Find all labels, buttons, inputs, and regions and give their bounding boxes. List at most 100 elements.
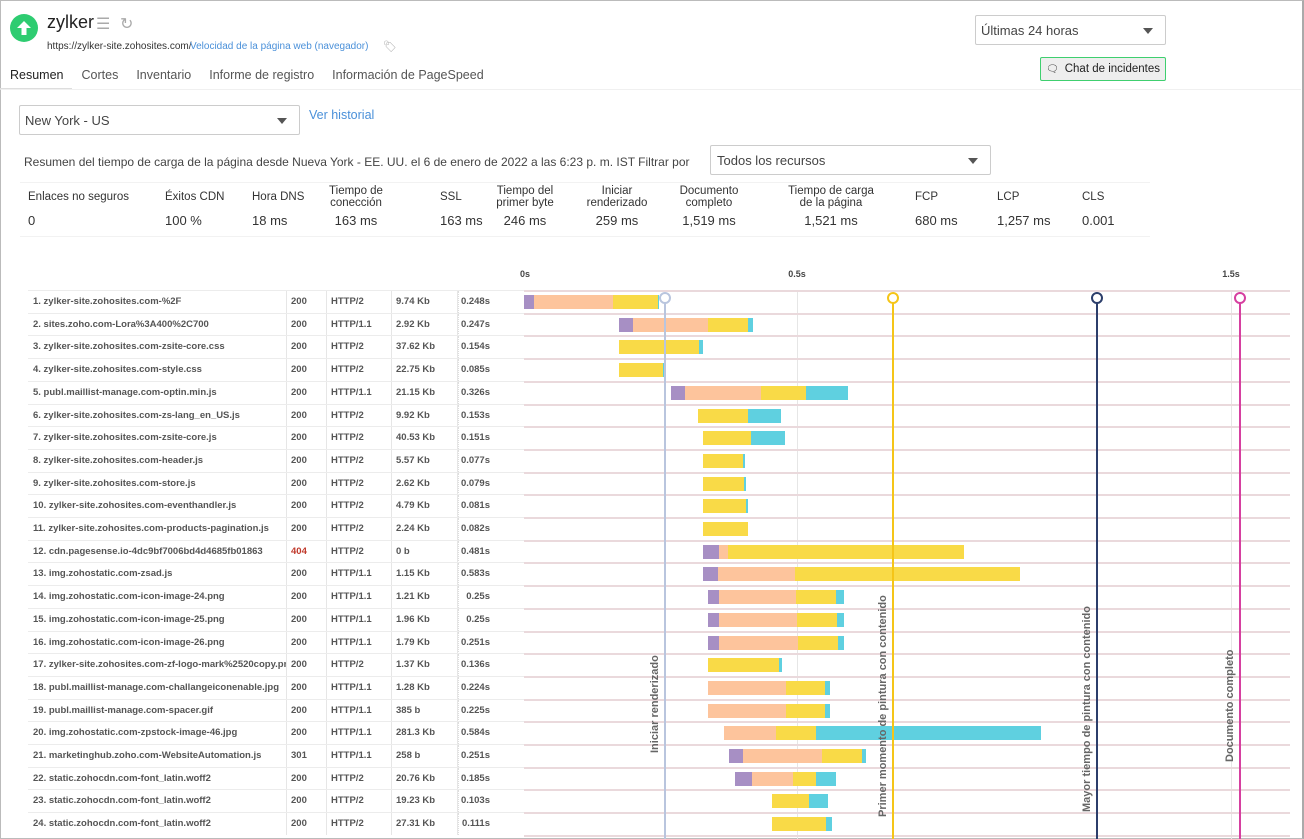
resource-protocol: HTTP/2 xyxy=(327,518,392,540)
resource-status: 200 xyxy=(287,518,327,540)
resource-status: 200 xyxy=(287,586,327,609)
row-separator xyxy=(28,630,524,632)
resource-row[interactable]: 13. img.zohostatic.com-zsad.js 200 HTTP/1.… xyxy=(28,563,1290,586)
row-separator xyxy=(524,834,1290,837)
row-separator xyxy=(524,403,1290,406)
bar-segment-wait xyxy=(821,749,862,763)
location-select[interactable]: New York - US xyxy=(19,105,300,135)
resource-size: 1.37 Kb xyxy=(392,654,458,677)
resource-row[interactable]: 2. sites.zoho.com-Lora%3A400%2C700 200 HTT… xyxy=(28,313,1290,337)
marker-line xyxy=(892,298,894,839)
resource-row[interactable]: 3. zylker-site.zohosites.com-zsite-core.… xyxy=(28,336,1290,359)
resource-size: 1.96 Kb xyxy=(392,608,458,631)
resource-name: 20. img.zohostatic.com-zpstock-image-46.… xyxy=(33,722,287,745)
bar-segment-wait xyxy=(772,794,810,809)
resource-protocol: HTTP/1.1 xyxy=(327,722,392,745)
resource-row[interactable]: 24. static.zohocdn.com-font_latin.woff2 2… xyxy=(28,813,1290,836)
resource-row[interactable]: 5. publ.maillist-manage.com-optin.min.js… xyxy=(28,381,1290,405)
resource-name: 14. img.zohostatic.com-icon-image-24.png xyxy=(33,586,287,609)
monitor-type-link[interactable]: Velocidad de la página web (navegador) xyxy=(190,41,369,52)
marker-label: Mayor tiempo de pintura con contenido xyxy=(1081,606,1093,812)
resource-row[interactable]: 6. zylker-site.zohosites.com-zs-lang_en_… xyxy=(28,404,1290,428)
resource-time: 0.224s xyxy=(458,676,520,699)
resource-row[interactable]: 14. img.zohostatic.com-icon-image-24.png… xyxy=(28,586,1290,609)
resource-filter-select[interactable]: Todos los recursos xyxy=(710,145,991,175)
resource-protocol: HTTP/1.1 xyxy=(327,631,392,654)
resource-row[interactable]: 7. zylker-site.zohosites.com-zsite-core.… xyxy=(28,427,1290,450)
resource-time: 0.251s xyxy=(458,631,520,654)
resource-row[interactable]: 15. img.zohostatic.com-icon-image-25.png… xyxy=(28,608,1290,632)
resource-row[interactable]: 18. publ.maillist-manage.com-challangeic… xyxy=(28,676,1290,700)
resource-name: 9. zylker-site.zohosites.com-store.js xyxy=(33,472,287,495)
bar-segment-receive xyxy=(861,749,866,763)
row-separator xyxy=(524,721,1290,724)
bar-segment-wait xyxy=(797,612,838,627)
resource-size: 22.75 Kb xyxy=(392,359,458,382)
bar-segment-receive xyxy=(815,726,1041,741)
bar-segment-receive xyxy=(746,499,748,514)
resource-row[interactable]: 19. publ.maillist-manage.com-spacer.gif 2… xyxy=(28,699,1290,723)
row-separator xyxy=(28,812,524,814)
resource-name: 3. zylker-site.zohosites.com-zsite-core.… xyxy=(33,336,287,359)
resource-row[interactable]: 17. zylker-site.zohosites.com-zf-logo-ma… xyxy=(28,654,1290,677)
bar-segment-dns xyxy=(708,635,719,650)
resource-row[interactable]: 22. static.zohocdn.com-font_latin.woff2 2… xyxy=(28,767,1290,791)
menu-icon[interactable]: ☰ xyxy=(96,16,111,33)
marker-line xyxy=(664,298,666,839)
resource-row[interactable]: 21. marketinghub.zoho.com-WebsiteAutomat… xyxy=(28,745,1290,768)
bar-segment-connect xyxy=(752,771,794,786)
resource-row[interactable]: 4. zylker-site.zohosites.com-style.css 20… xyxy=(28,359,1290,382)
bar-segment-receive xyxy=(825,680,830,695)
metric-1: Éxitos CDN 100 % xyxy=(165,183,245,228)
bar-segment-dns xyxy=(735,771,753,786)
tab-pagespeed[interactable]: Información de PageSpeed xyxy=(332,68,484,82)
resource-row[interactable]: 11. zylker-site.zohosites.com-products-p… xyxy=(28,518,1290,541)
resource-row[interactable]: 23. static.zohocdn.com-font_latin.woff2 2… xyxy=(28,790,1290,813)
resource-name: 16. img.zohostatic.com-icon-image-26.png xyxy=(33,631,287,654)
tab-resumen[interactable]: Resumen xyxy=(0,66,72,90)
metric-label: Documento completo xyxy=(679,185,739,209)
resource-filter-value: Todos los recursos xyxy=(717,152,826,168)
incident-chat-button[interactable]: 🗨 Chat de incidentes xyxy=(1040,57,1166,81)
bar-segment-wait xyxy=(786,680,826,695)
resource-name: 18. publ.maillist-manage.com-challangeic… xyxy=(33,676,287,699)
bar-segment-wait xyxy=(708,317,749,332)
metric-label: FCP xyxy=(915,191,938,203)
metric-label: LCP xyxy=(997,191,1020,203)
resource-status: 200 xyxy=(287,608,327,631)
resource-name: 4. zylker-site.zohosites.com-style.css xyxy=(33,359,287,382)
tag-icon[interactable]: 🏷 xyxy=(383,41,397,53)
row-separator xyxy=(28,721,524,723)
resource-row[interactable]: 10. zylker-site.zohosites.com-eventhandl… xyxy=(28,495,1290,518)
bar-segment-wait xyxy=(708,658,780,673)
resource-status: 200 xyxy=(287,313,327,336)
metric-7: Documento completo 1,519 ms xyxy=(676,183,742,228)
row-separator xyxy=(28,766,524,768)
metric-label: Tiempo de conección xyxy=(329,185,383,209)
resource-row[interactable]: 12. cdn.pagesense.io-4dc9bf7006bd4d4685f… xyxy=(28,540,1290,564)
resource-protocol: HTTP/2 xyxy=(327,427,392,450)
bar-segment-wait xyxy=(619,363,663,378)
tab-cortes[interactable]: Cortes xyxy=(81,68,119,82)
tab-informe-registro[interactable]: Informe de registro xyxy=(209,68,315,82)
resource-row[interactable]: 9. zylker-site.zohosites.com-store.js 200… xyxy=(28,472,1290,496)
bar-segment-receive xyxy=(806,385,849,400)
resource-row[interactable]: 16. img.zohostatic.com-icon-image-26.png… xyxy=(28,631,1290,655)
resource-row[interactable]: 1. zylker-site.zohosites.com-%2F 200 HTTP/… xyxy=(28,291,1290,314)
resource-protocol: HTTP/2 xyxy=(327,540,392,563)
metric-value: 163 ms xyxy=(440,213,483,228)
resource-name: 10. zylker-site.zohosites.com-eventhandl… xyxy=(33,495,287,518)
marker-line xyxy=(1096,298,1098,839)
row-separator xyxy=(524,426,1290,429)
tab-inventario[interactable]: Inventario xyxy=(136,68,192,82)
marker-label: Documento completo xyxy=(1224,649,1236,762)
resource-row[interactable]: 20. img.zohostatic.com-zpstock-image-46.… xyxy=(28,722,1290,745)
resource-row[interactable]: 8. zylker-site.zohosites.com-header.js 20… xyxy=(28,449,1290,473)
resource-time: 0.225s xyxy=(458,699,520,722)
view-history-link[interactable]: Ver historial xyxy=(309,108,375,122)
resource-name: 15. img.zohostatic.com-icon-image-25.png xyxy=(33,608,287,631)
metric-0: Enlaces no seguros 0 xyxy=(28,183,138,228)
refresh-icon[interactable]: ↻ xyxy=(120,16,134,33)
row-separator xyxy=(524,789,1290,792)
time-range-select[interactable]: Últimas 24 horas xyxy=(975,15,1166,45)
